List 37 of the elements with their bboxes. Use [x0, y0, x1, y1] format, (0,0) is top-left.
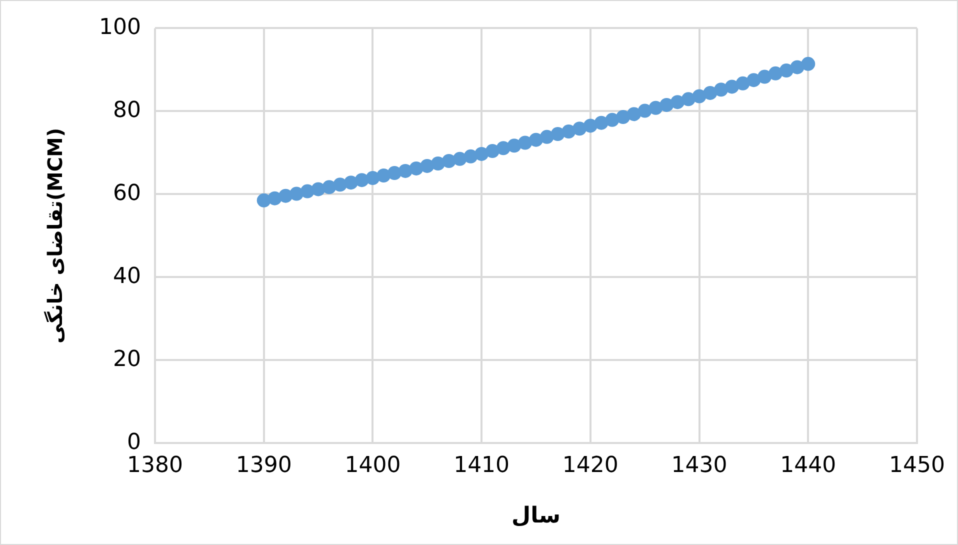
point: [746, 73, 761, 88]
x-axis-title: سال: [512, 504, 560, 529]
x-tick-label: 1430: [671, 453, 728, 478]
y-tick-label: 80: [112, 98, 141, 123]
y-tick-label: 20: [112, 346, 141, 372]
point: [626, 107, 641, 122]
point: [736, 76, 750, 90]
point: [366, 171, 380, 186]
point: [474, 146, 489, 161]
point: [528, 132, 543, 147]
point: [703, 86, 718, 100]
x-tick-label: 1420: [562, 453, 618, 478]
y-tick-label: 40: [112, 264, 141, 289]
point: [801, 56, 816, 71]
point: [724, 80, 739, 94]
x-tick-label: 1390: [236, 453, 292, 478]
point: [507, 138, 522, 153]
point: [464, 149, 478, 164]
y-tick-label: 100: [98, 14, 141, 40]
x-tick-label: 1380: [126, 453, 183, 478]
point: [779, 64, 794, 78]
x-tick-label: 1410: [454, 453, 510, 478]
x-tick-label: 1400: [344, 453, 401, 478]
x-tick-label: 1450: [889, 453, 945, 478]
point: [376, 168, 391, 183]
y-tick-label: 60: [112, 180, 141, 206]
point: [768, 66, 782, 80]
point: [758, 70, 772, 84]
point: [660, 98, 674, 112]
x-tick-label: 1440: [780, 453, 836, 478]
y-tick-label: 0: [126, 430, 141, 455]
point: [322, 180, 336, 194]
point: [605, 112, 620, 127]
point: [562, 124, 576, 139]
y-axis-title: تقاضای خانگی(MCM): [43, 128, 68, 344]
point: [616, 110, 630, 124]
point: [420, 158, 434, 173]
